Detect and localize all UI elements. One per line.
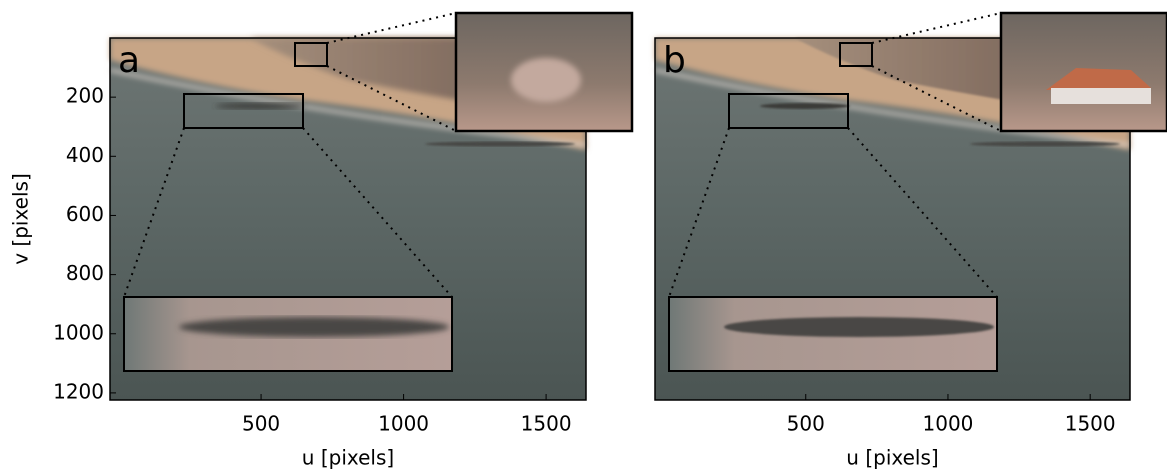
zoom-roof [1046, 68, 1151, 90]
zoom-box [728, 93, 849, 129]
x-axis-label: u [pixels] [302, 446, 394, 470]
zoom-inset-frame [454, 11, 634, 133]
y-tick-label: 400 [66, 143, 104, 167]
jetty [425, 141, 575, 147]
zoom-house [1051, 88, 1151, 104]
zoom-box [294, 42, 328, 67]
zoom-connector [326, 12, 457, 44]
x-tick-label: 500 [787, 412, 825, 436]
zoom-inset-frame [668, 296, 998, 372]
panel-label: b [663, 40, 686, 81]
zoom-connector [871, 65, 1002, 132]
x-tick-label: 1500 [521, 412, 572, 436]
jetty [215, 103, 305, 109]
zoom-box [183, 93, 304, 129]
jetty [760, 103, 850, 109]
x-tick-label: 1000 [378, 412, 429, 436]
zoom-connector [871, 12, 1002, 44]
x-tick-label: 1000 [923, 412, 974, 436]
zoom-connector [847, 127, 998, 298]
y-tick-label: 1000 [53, 320, 104, 344]
zoom-inset-frame [999, 11, 1167, 133]
y-tick-label: 600 [66, 202, 104, 226]
zoom-connector [302, 127, 453, 298]
zoom-box [839, 42, 873, 67]
y-tick-label: 800 [66, 261, 104, 285]
zoom-connector [668, 127, 730, 298]
panel-label: a [118, 40, 140, 81]
y-tick-label: 200 [66, 84, 104, 108]
zoom-connector [123, 127, 185, 298]
y-axis-label: v [pixels] [9, 173, 33, 265]
x-axis-label: u [pixels] [846, 446, 938, 470]
foam [109, 68, 587, 147]
y-tick-label: 1200 [53, 379, 104, 403]
zoom-inset-frame [123, 296, 453, 372]
jetty [970, 141, 1120, 147]
x-tick-label: 500 [242, 412, 280, 436]
zoom-connector [326, 65, 457, 132]
zoom-jetty [179, 317, 449, 337]
zoom-jetty [724, 317, 994, 337]
zoom-blob [511, 58, 581, 102]
foam [654, 68, 1131, 147]
x-tick-label: 1500 [1065, 412, 1116, 436]
